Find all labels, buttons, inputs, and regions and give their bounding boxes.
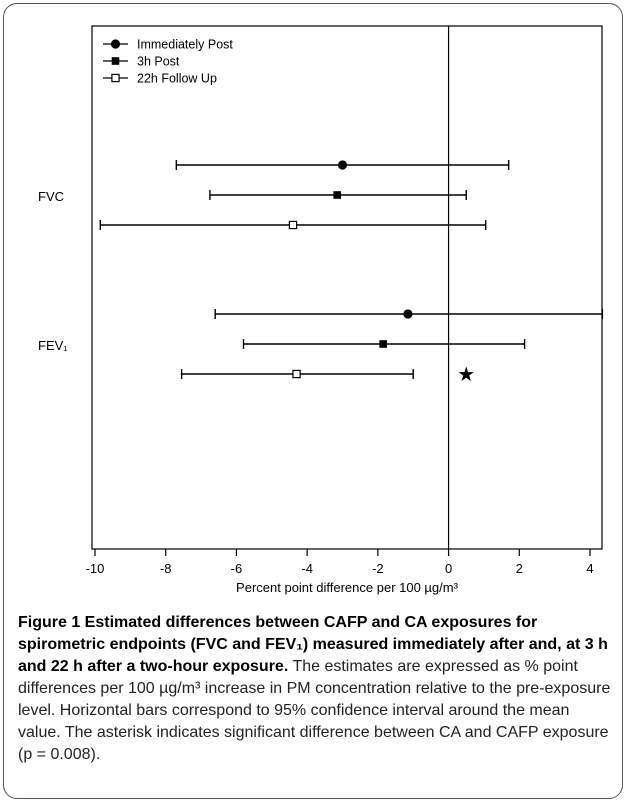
legend-label: 22h Follow Up xyxy=(137,72,217,86)
marker-open-square xyxy=(292,369,301,379)
error-bar xyxy=(242,339,526,349)
x-tick-label: -4 xyxy=(301,561,313,576)
x-tick-label: -2 xyxy=(372,561,384,576)
marker-filled-circle xyxy=(403,309,413,319)
legend-label: Immediately Post xyxy=(137,38,233,52)
marker-filled-circle xyxy=(337,160,348,170)
marker-filled-square xyxy=(379,340,387,348)
error-bar xyxy=(214,309,604,319)
chart: -10 -8 -6 -4 -2 0 2 4 FVC FEV₁ Immediately Post 3… xyxy=(38,25,604,595)
x-tick-label: -8 xyxy=(160,561,172,576)
marker-filled-square xyxy=(111,57,120,65)
marker-filled-square xyxy=(333,191,341,199)
marker-open-square xyxy=(288,220,298,230)
x-tick-label: -6 xyxy=(231,561,243,576)
category-label: FVC xyxy=(38,189,64,204)
legend: Immediately Post 3h Post 22h Follow Up xyxy=(103,38,233,86)
significance-star: ★ xyxy=(457,362,475,386)
error-bars xyxy=(99,160,604,379)
caption-text: The estimates are expressed as % point d… xyxy=(18,658,611,763)
x-tick-label: 2 xyxy=(516,561,523,576)
x-tick-label: -10 xyxy=(86,561,105,576)
annotations: ★ xyxy=(457,362,475,386)
figure-caption: Figure 1 Estimated differences between C… xyxy=(18,612,612,766)
marker-filled-circle xyxy=(110,39,121,49)
x-axis-label: Percent point difference per 100 µg/m³ xyxy=(236,580,459,595)
category-label: FEV₁ xyxy=(38,338,68,353)
error-bar xyxy=(180,369,414,379)
marker-open-square xyxy=(111,73,120,83)
error-bar xyxy=(99,220,487,230)
y-categories: FVC FEV₁ xyxy=(38,189,68,353)
figure-frame xyxy=(3,3,623,799)
error-bar xyxy=(209,190,467,200)
x-axis: -10 -8 -6 -4 -2 0 2 4 xyxy=(86,549,594,576)
caption-title: Figure 1 Estimated differences between C… xyxy=(18,614,608,675)
error-bar xyxy=(175,160,510,170)
x-tick-label: 0 xyxy=(445,561,452,576)
legend-label: 3h Post xyxy=(137,55,180,69)
x-tick-label: 4 xyxy=(586,561,593,576)
plot-area xyxy=(91,25,603,550)
